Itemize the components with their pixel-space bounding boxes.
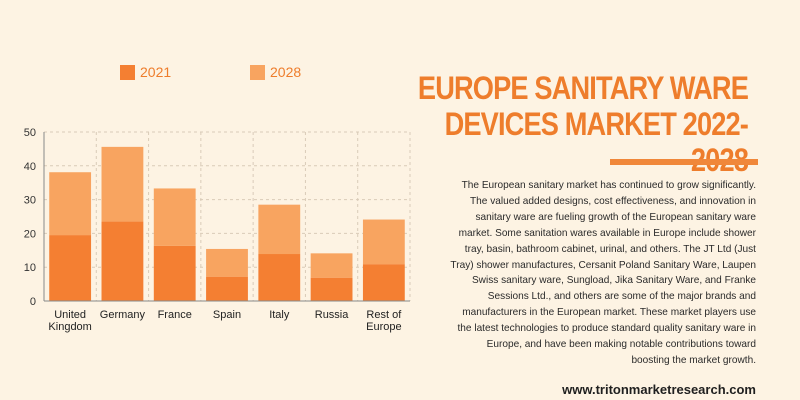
x-tick-label: Rest of: [366, 309, 402, 321]
chart-legend: 2021 2028: [120, 64, 380, 84]
bar-2028: [49, 172, 92, 236]
y-tick-label: 40: [24, 161, 36, 173]
x-tick-label: Kingdom: [48, 321, 91, 333]
bar-2021: [258, 254, 301, 301]
y-tick-label: 20: [24, 228, 36, 240]
bar-2021: [362, 264, 405, 301]
title-line-2: DEVICES MARKET 2022-2028: [444, 106, 749, 178]
y-tick-label: 0: [30, 296, 36, 308]
bar-2021: [310, 277, 353, 301]
bar-2021: [101, 221, 144, 301]
bar-2028: [153, 188, 196, 246]
bar-2021: [153, 245, 196, 301]
bar-2028: [101, 146, 144, 222]
x-tick-label: Europe: [366, 321, 401, 333]
x-tick-label: United: [54, 309, 86, 321]
bar-2021: [49, 235, 92, 301]
x-tick-label: Italy: [269, 309, 290, 321]
bar-2028: [206, 248, 248, 277]
x-tick-label: Germany: [100, 309, 146, 321]
legend-label-2021: 2021: [140, 64, 172, 80]
legend-item-2028: 2028: [250, 64, 301, 80]
bar-2028: [310, 253, 353, 278]
legend-label-2028: 2028: [270, 64, 302, 80]
y-tick-label: 30: [24, 195, 36, 207]
y-tick-label: 10: [24, 262, 36, 274]
legend-swatch-2021: [120, 64, 135, 80]
x-tick-label: Russia: [315, 309, 350, 321]
y-tick-label: 50: [24, 127, 36, 139]
bar-2028: [362, 219, 405, 265]
website-url: www.tritonmarketresearch.com: [562, 382, 756, 397]
description-text: The European sanitary market has continu…: [450, 180, 756, 366]
x-tick-label: Spain: [213, 309, 241, 321]
title-underline: [610, 159, 758, 165]
bar-2028: [258, 204, 301, 255]
legend-swatch-2028: [250, 64, 265, 80]
title-line-1: EUROPE SANITARY WARE: [417, 70, 749, 106]
x-tick-label: France: [158, 309, 192, 321]
bar-2021: [206, 276, 248, 301]
legend-item-2021: 2021: [120, 64, 171, 80]
